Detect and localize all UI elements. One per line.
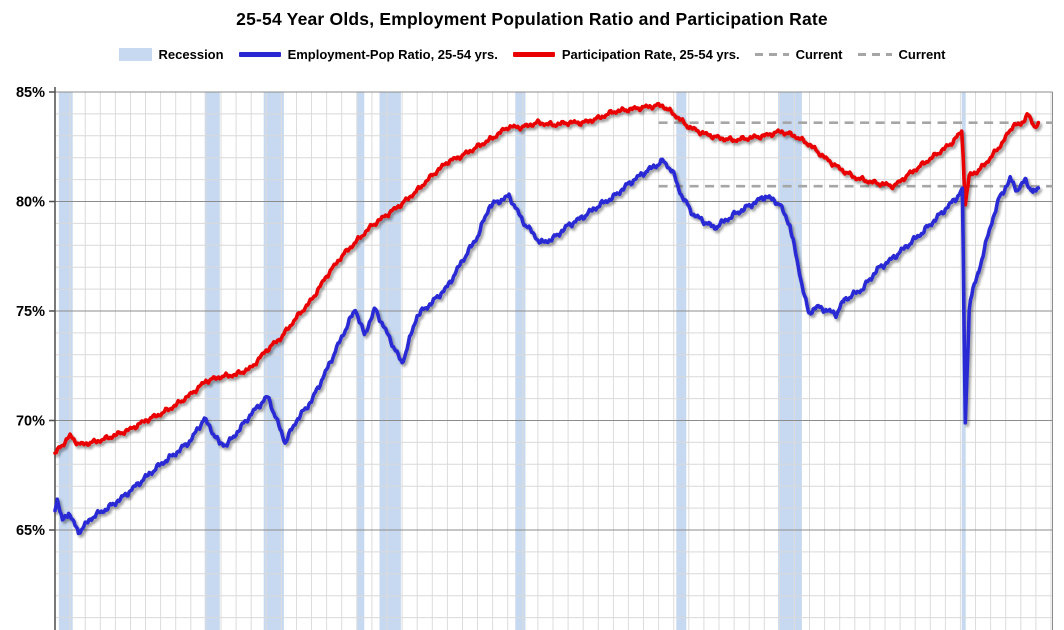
legend-item-employment-pop-ratio: Employment-Pop Ratio, 25-54 yrs. — [238, 47, 498, 62]
y-axis-labels: 85% 80% 75% 70% 65% — [16, 85, 45, 539]
gridlines — [55, 91, 1053, 630]
chart-legend: Recession Employment-Pop Ratio, 25-54 yr… — [0, 47, 1064, 62]
y-axis-tick-label: 65% — [16, 523, 45, 539]
legend-label: Current — [795, 47, 843, 62]
legend-label: Participation Rate, 25-54 yrs. — [561, 47, 740, 62]
chart-title: 25-54 Year Olds, Employment Population R… — [236, 9, 828, 29]
blue-line-swatch — [238, 52, 281, 57]
gray-dash-swatch — [754, 53, 789, 56]
legend-item-participation-rate: Participation Rate, 25-54 yrs. — [512, 47, 740, 62]
legend-label: Recession — [158, 47, 224, 62]
y-axis — [49, 87, 56, 630]
employment-pop-ratio-line — [53, 157, 1041, 536]
red-line-swatch — [512, 52, 555, 57]
legend-item-recession: Recession — [118, 47, 224, 62]
data-series — [53, 101, 1041, 536]
legend-label: Employment-Pop Ratio, 25-54 yrs. — [287, 47, 498, 62]
y-axis-tick-label: 85% — [16, 85, 45, 101]
legend-item-current-participation: Current — [754, 47, 843, 62]
gray-dash-swatch — [857, 53, 892, 56]
recession-swatch — [118, 48, 152, 61]
y-axis-tick-label: 75% — [16, 304, 45, 320]
legend-label: Current — [898, 47, 946, 62]
legend-item-current-employment: Current — [857, 47, 946, 62]
y-axis-tick-label: 80% — [16, 195, 45, 211]
current-lines — [658, 121, 1053, 188]
participation-rate-line — [53, 101, 1041, 455]
recession-bands — [58, 92, 966, 630]
y-axis-tick-label: 70% — [16, 414, 45, 430]
